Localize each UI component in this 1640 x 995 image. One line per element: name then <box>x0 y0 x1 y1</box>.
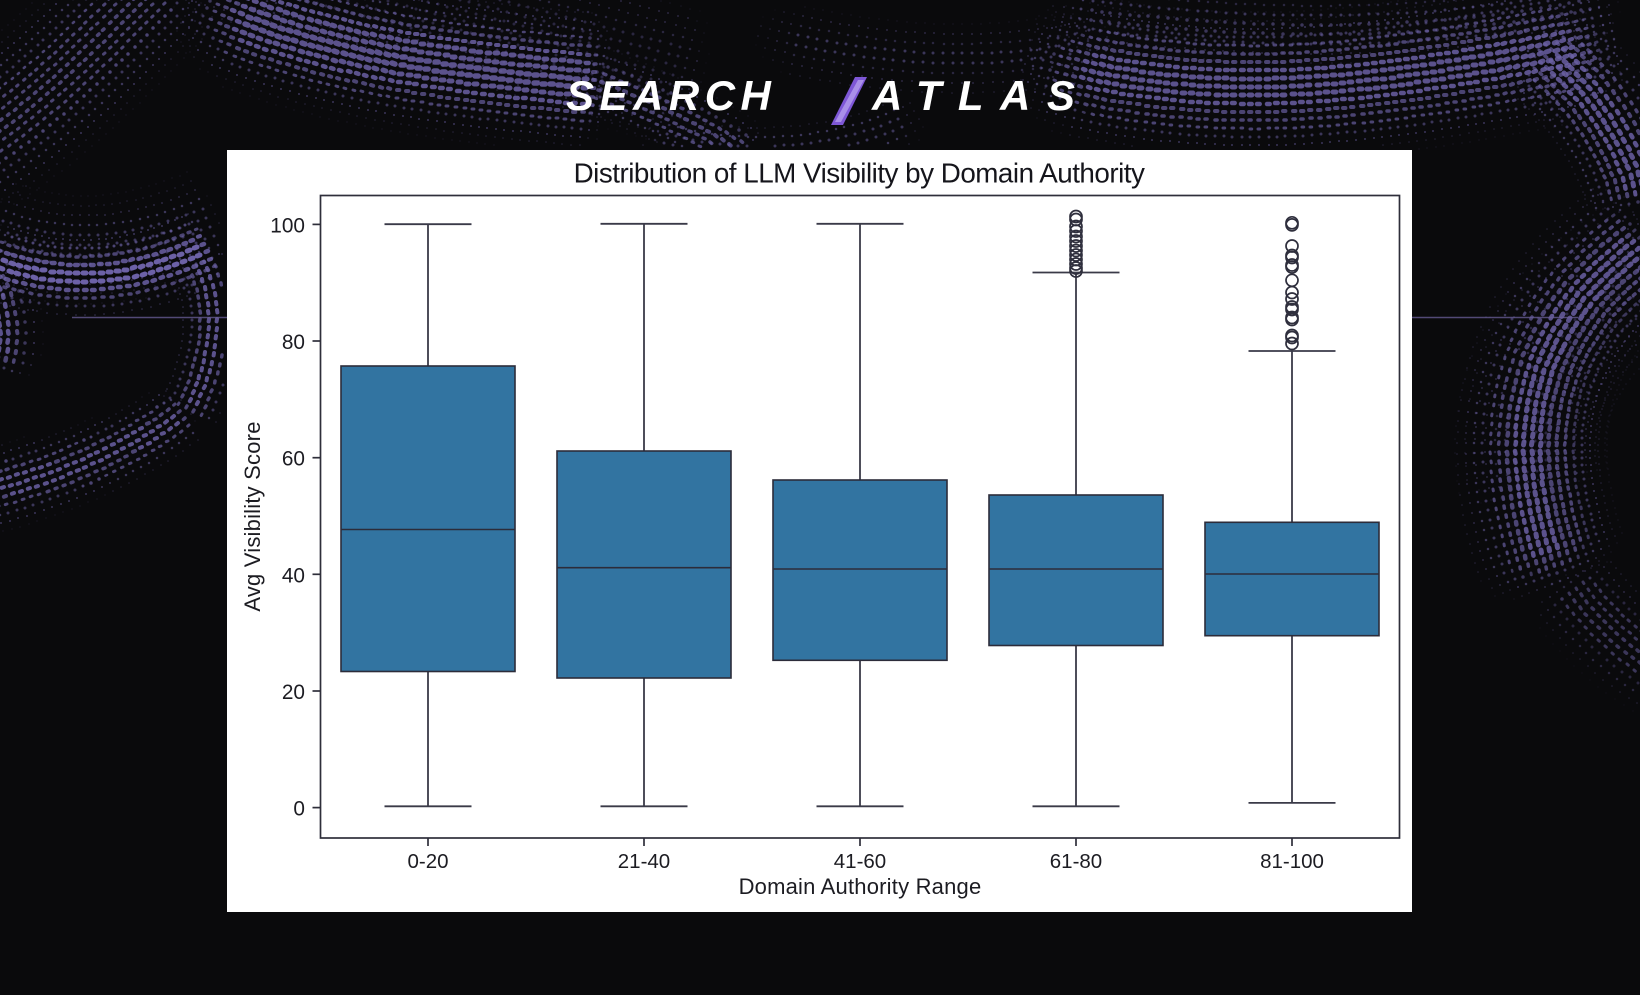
svg-text:80: 80 <box>282 331 305 354</box>
svg-text:0-20: 0-20 <box>407 850 448 873</box>
svg-text:81-100: 81-100 <box>1260 850 1324 873</box>
svg-text:0: 0 <box>293 798 305 821</box>
svg-text:60: 60 <box>282 448 305 471</box>
svg-text:Domain Authority Range: Domain Authority Range <box>739 874 982 899</box>
svg-text:40: 40 <box>282 564 305 587</box>
svg-text:SEARCH: SEARCH <box>566 72 776 119</box>
svg-text:41-60: 41-60 <box>834 850 886 873</box>
svg-text:Avg Visibility Score: Avg Visibility Score <box>240 421 265 611</box>
svg-text:ATLAS: ATLAS <box>871 72 1091 119</box>
svg-text:20: 20 <box>282 681 305 704</box>
svg-text:100: 100 <box>270 214 305 237</box>
svg-text:21-40: 21-40 <box>618 850 670 873</box>
svg-text:Distribution of LLM Visibility: Distribution of LLM Visibility by Domain… <box>574 158 1145 189</box>
svg-text:61-80: 61-80 <box>1050 850 1102 873</box>
